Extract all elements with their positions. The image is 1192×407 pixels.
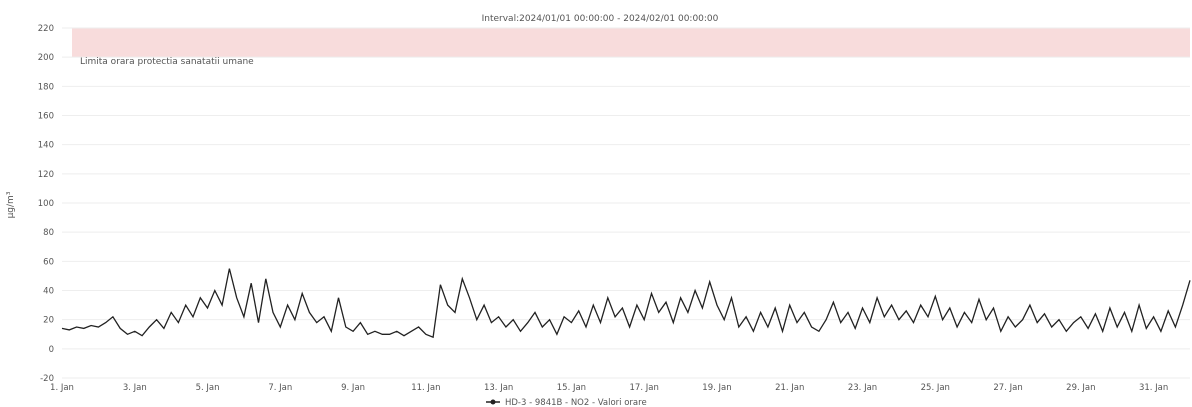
y-tick-label: 160	[38, 112, 54, 122]
x-tick-label: 27. Jan	[993, 383, 1022, 393]
x-tick-label: 9. Jan	[341, 383, 365, 393]
x-tick-label: 13. Jan	[484, 383, 513, 393]
legend-marker	[490, 399, 496, 405]
x-tick-label: 29. Jan	[1066, 383, 1095, 393]
legend-label: HD-3 - 9841B - NO2 - Valori orare	[505, 398, 647, 407]
x-tick-label: 23. Jan	[848, 383, 877, 393]
y-tick-label: 120	[38, 170, 54, 180]
x-tick-label: 5. Jan	[196, 383, 220, 393]
y-tick-label: -20	[40, 374, 54, 384]
y-tick-label: 80	[43, 228, 54, 238]
x-tick-label: 31. Jan	[1139, 383, 1168, 393]
x-tick-label: 21. Jan	[775, 383, 804, 393]
x-tick-label: 1. Jan	[50, 383, 74, 393]
band-label: Limita orara protectia sanatatii umane	[80, 57, 254, 67]
x-tick-label: 3. Jan	[123, 383, 147, 393]
y-tick-label: 40	[43, 287, 54, 297]
series-line-no2	[61, 268, 1191, 339]
x-tick-label: 15. Jan	[557, 383, 586, 393]
y-tick-label: 200	[38, 53, 54, 63]
y-tick-label: 140	[38, 141, 54, 151]
x-tick-label: 17. Jan	[630, 383, 659, 393]
y-tick-label: 0	[49, 345, 54, 355]
chart-title: Interval:2024/01/01 00:00:00 - 2024/02/0…	[482, 14, 719, 24]
y-axis-label: µg/m³	[6, 191, 16, 218]
x-tick-label: 25. Jan	[921, 383, 950, 393]
y-tick-label: 100	[38, 199, 54, 209]
y-tick-label: 180	[38, 82, 54, 92]
x-tick-label: 7. Jan	[268, 383, 292, 393]
limit-band	[72, 28, 1190, 58]
y-tick-label: 60	[43, 257, 54, 267]
y-tick-label: 220	[38, 24, 54, 34]
legend[interactable]: HD-3 - 9841B - NO2 - Valori orare	[486, 398, 647, 407]
x-tick-label: 19. Jan	[702, 383, 731, 393]
x-tick-label: 11. Jan	[411, 383, 440, 393]
y-tick-label: 20	[43, 316, 54, 326]
